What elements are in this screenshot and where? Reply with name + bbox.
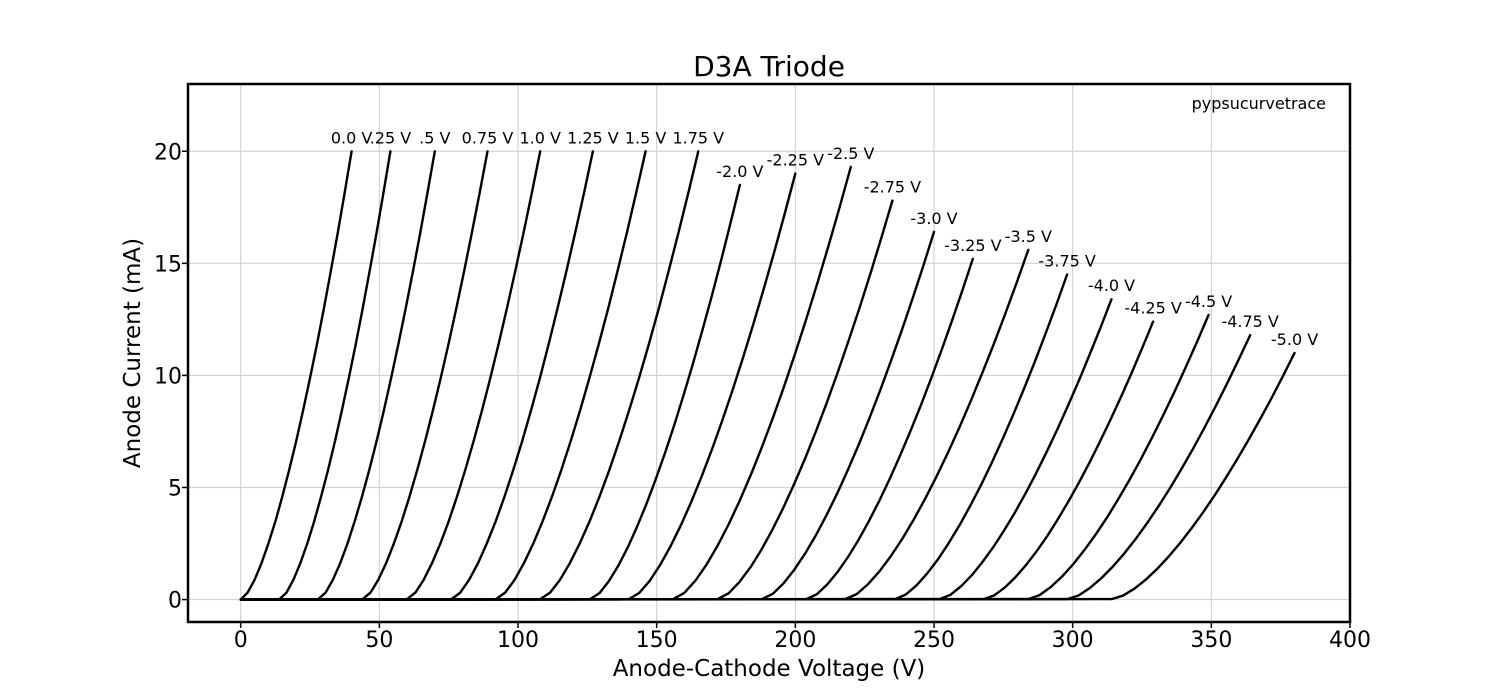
y-tick-label: 5 — [168, 477, 182, 502]
series-line — [239, 172, 797, 601]
x-tick-label: 400 — [1329, 628, 1371, 653]
curve-label: 0.0 V — [331, 128, 373, 147]
series-line — [239, 230, 936, 601]
series-line — [239, 150, 647, 601]
series-line — [239, 273, 1069, 601]
x-tick-label: 350 — [1190, 628, 1232, 653]
tick-layer: 0 50 100 150 200 250 300 350 400 0 5 10 15 20 — [154, 140, 1371, 653]
series-line — [239, 150, 595, 601]
x-tick-label: 300 — [1052, 628, 1094, 653]
series-line — [239, 183, 742, 601]
curve-label: 1.75 V — [672, 128, 724, 147]
curve-label: -2.0 V — [716, 162, 763, 181]
curve-label: -3.0 V — [910, 209, 957, 228]
curve-label: -3.75 V — [1038, 252, 1095, 271]
series-line — [239, 199, 894, 601]
curve-label: -5.0 V — [1271, 330, 1318, 349]
curve-label: 0.75 V — [462, 128, 514, 147]
x-tick-label: 150 — [636, 628, 678, 653]
curve-label: -2.75 V — [864, 178, 921, 197]
curve-label-layer: 0.0 V.25 V .5 V 0.75 V 1.0 V 1.25 V 1.5 V 1.75… — [331, 128, 1318, 349]
series-line — [239, 320, 1155, 601]
curve-label: .25 V — [370, 128, 412, 147]
grid-layer — [188, 84, 1351, 622]
curve-label: -2.5 V — [827, 144, 874, 163]
series-line — [239, 150, 436, 601]
series-line — [239, 333, 1252, 601]
curve-label: 1.25 V — [567, 128, 619, 147]
watermark-label: pypsucurvetrace — [1192, 94, 1326, 113]
y-tick-label: 10 — [154, 364, 182, 389]
curve-label: -4.75 V — [1221, 312, 1278, 331]
series-line — [239, 150, 392, 601]
x-tick-label: 100 — [497, 628, 539, 653]
x-tick-label: 0 — [234, 628, 248, 653]
curve-label: -3.5 V — [1005, 227, 1052, 246]
x-tick-label: 200 — [774, 628, 816, 653]
y-tick-label: 15 — [154, 252, 182, 277]
curve-label: .5 V — [419, 128, 450, 147]
y-axis-label: Anode Current (mA) — [120, 238, 146, 468]
series-line — [239, 313, 1210, 601]
series-line — [239, 150, 353, 601]
curve-label: -4.0 V — [1088, 276, 1135, 295]
series-line — [239, 257, 974, 601]
series-line — [239, 351, 1296, 601]
curve-label: -2.25 V — [767, 151, 824, 170]
curve-label: 1.5 V — [625, 128, 667, 147]
series-line — [239, 150, 542, 601]
x-tick-label: 250 — [913, 628, 955, 653]
x-tick-label: 50 — [365, 628, 393, 653]
x-axis-label: Anode-Cathode Voltage (V) — [613, 656, 926, 682]
series-line — [239, 165, 852, 601]
series-line — [239, 298, 1113, 601]
curve-layer — [239, 150, 1296, 601]
plot-frame — [186, 82, 1352, 624]
curve-label: -4.5 V — [1185, 292, 1232, 311]
series-line — [239, 248, 1030, 601]
y-tick-label: 20 — [154, 140, 182, 165]
curve-label: 1.0 V — [519, 128, 561, 147]
y-tick-label: 0 — [168, 589, 182, 614]
series-line — [239, 150, 700, 601]
curve-label: -3.25 V — [944, 236, 1001, 255]
curve-label: -4.25 V — [1124, 299, 1181, 318]
chart-title: D3A Triode — [693, 50, 845, 83]
series-line — [239, 150, 489, 601]
